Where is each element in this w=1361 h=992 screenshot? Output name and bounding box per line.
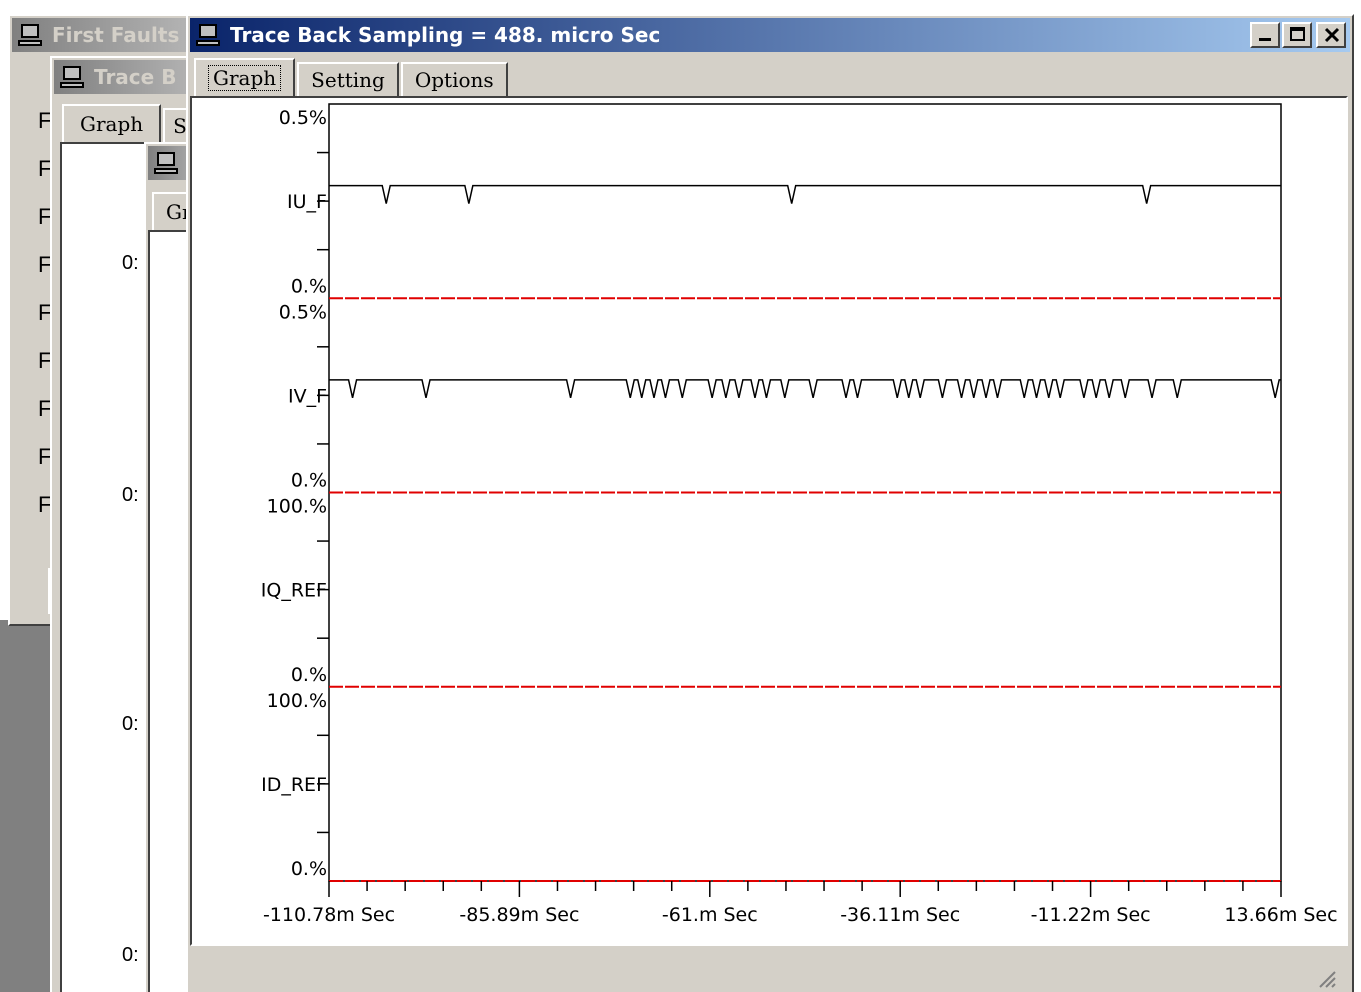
fault-list-item[interactable]: F (38, 444, 52, 469)
x-tick-label: -110.78m Sec (263, 904, 395, 926)
x-tick-label: 13.66m Sec (1224, 904, 1337, 926)
tab-graph[interactable]: Graph (62, 104, 162, 144)
tab-options[interactable]: Options (400, 62, 508, 98)
series-label: IQ_REF (261, 580, 327, 602)
back-axis-label: 0: (122, 484, 139, 506)
main-titlebar[interactable]: Trace Back Sampling = 488. micro Sec (190, 18, 1350, 52)
plot-area: 0.5% IU_F 0.% 0.5% IV_F 0.% 100.% IQ_REF 0.% 100.… (190, 96, 1348, 946)
minimize-icon (1259, 38, 1271, 41)
monitor-icon (196, 23, 222, 47)
y-bottom-label: 0.% (291, 664, 327, 686)
y-bottom-label: 0.% (291, 858, 327, 880)
maximize-button[interactable] (1282, 22, 1312, 48)
fault-list-item[interactable]: F (38, 156, 52, 181)
series-label: ID_REF (261, 774, 327, 796)
series-label: IU_F (287, 191, 327, 213)
first-faults-title: First Faults (52, 23, 180, 47)
x-tick-label: -85.89m Sec (459, 904, 579, 926)
tab-setting[interactable]: Setting (297, 62, 399, 98)
monitor-icon (18, 23, 44, 47)
x-tick-label: -36.11m Sec (840, 904, 960, 926)
y-bottom-label: 0.% (291, 470, 327, 492)
trace-back-2-title: Trace B (94, 65, 177, 89)
y-top-label: 100.% (267, 690, 327, 712)
x-tick-label: -11.22m Sec (1031, 904, 1151, 926)
back-axis-label: 0: (122, 252, 139, 274)
back-axis-label: 0: (122, 944, 139, 966)
back-axis-label: 0: (122, 713, 139, 735)
resize-grip-icon[interactable] (1316, 968, 1336, 988)
main-tab-strip: Graph Setting Options (194, 58, 510, 98)
maximize-icon (1290, 27, 1305, 41)
signal-trace (329, 379, 1281, 398)
main-title: Trace Back Sampling = 488. micro Sec (230, 23, 661, 47)
close-button[interactable] (1316, 22, 1346, 48)
status-bar (190, 946, 1350, 992)
minimize-button[interactable] (1250, 22, 1280, 48)
first-faults-titlebar[interactable]: First Faults (12, 18, 204, 52)
trace-back-2-titlebar[interactable]: Trace B (54, 60, 206, 94)
fault-list-item[interactable]: F (38, 252, 52, 277)
y-bottom-label: 0.% (291, 275, 327, 297)
monitor-icon (154, 151, 180, 175)
signal-trace (329, 184, 1281, 204)
window-controls (1248, 22, 1346, 48)
fault-list-item[interactable]: F (38, 348, 52, 373)
fault-list-item[interactable]: F (38, 396, 52, 421)
series-label: IV_F (288, 385, 327, 407)
y-top-label: 100.% (267, 496, 327, 518)
y-top-label: 0.5% (279, 301, 327, 323)
fault-list-item[interactable]: F (38, 300, 52, 325)
fault-list-item[interactable]: F (38, 492, 52, 517)
close-icon (1324, 27, 1340, 43)
fault-list-item[interactable]: F (38, 204, 52, 229)
monitor-icon (60, 65, 86, 89)
fault-list-item[interactable]: F (38, 108, 52, 133)
trace-chart: 0.5% IU_F 0.% 0.5% IV_F 0.% 100.% IQ_REF 0.% 100.… (261, 103, 1338, 926)
tab-graph[interactable]: Graph (194, 58, 296, 98)
y-top-label: 0.5% (279, 107, 327, 129)
x-tick-label: -61.m Sec (662, 904, 758, 926)
